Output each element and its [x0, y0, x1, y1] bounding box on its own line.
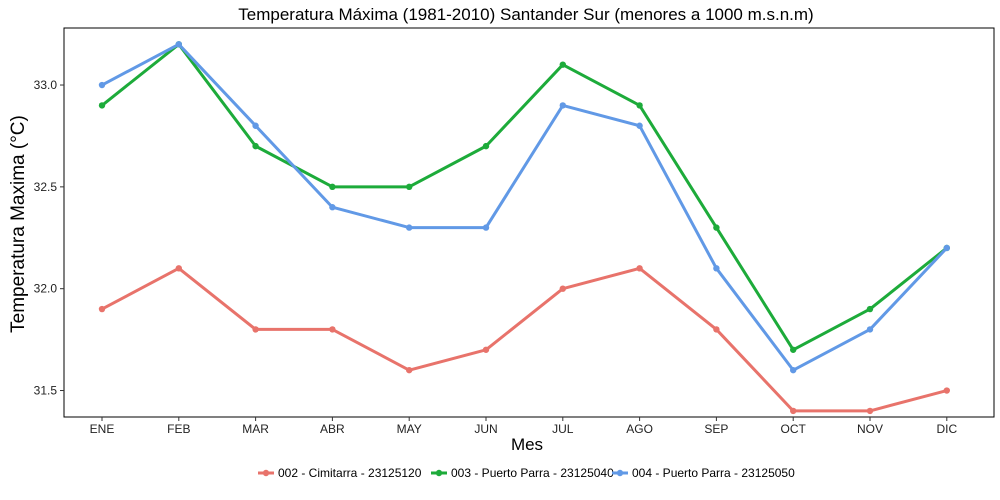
legend-label: 003 - Puerto Parra - 23125040: [451, 466, 614, 480]
data-point: [866, 305, 874, 313]
legend-key-point: [616, 469, 624, 477]
series-3: [98, 41, 950, 374]
data-point: [98, 102, 106, 109]
data-point: [790, 346, 797, 353]
legend-label: 004 - Puerto Parra - 23125050: [632, 466, 795, 480]
data-point: [329, 326, 336, 333]
plot-border: [63, 27, 995, 418]
data-point: [943, 387, 950, 394]
y-tick-label: 33.0: [34, 78, 58, 92]
y-tick-label: 32.5: [34, 180, 58, 194]
legend: 002 - Cimitarra - 23125120 003 - Puerto P…: [258, 466, 795, 480]
y-tick-label: 32.0: [34, 282, 58, 296]
data-point: [406, 366, 413, 374]
data-point: [943, 244, 950, 252]
y-axis: 31.5 32.0 32.5 33.0: [34, 78, 64, 398]
data-point: [252, 326, 259, 333]
x-tick-label: DIC: [936, 422, 957, 436]
x-tick-label: OCT: [781, 422, 807, 436]
legend-item: 002 - Cimitarra - 23125120: [258, 466, 422, 480]
x-tick-label: JUN: [474, 422, 497, 436]
data-point: [252, 122, 259, 129]
x-tick-label: ENE: [90, 422, 115, 436]
x-tick-label: SEP: [704, 422, 728, 436]
data-point: [636, 122, 643, 129]
x-tick-label: MAR: [242, 422, 269, 436]
y-tick-label: 31.5: [34, 384, 58, 398]
data-point: [329, 183, 336, 191]
data-point: [636, 102, 643, 109]
data-point: [175, 265, 182, 272]
data-point: [713, 326, 720, 333]
x-axis-title: Mes: [511, 435, 543, 454]
legend-label: 002 - Cimitarra - 23125120: [278, 466, 422, 480]
x-tick-label: AGO: [626, 422, 653, 436]
chart-title: Temperatura Máxima (1981-2010) Santander…: [238, 5, 813, 24]
x-tick-label: NOV: [857, 422, 883, 436]
data-point: [406, 224, 413, 231]
data-point: [329, 204, 336, 211]
x-tick-label: FEB: [167, 422, 190, 436]
data-point: [482, 224, 490, 231]
legend-item: 003 - Puerto Parra - 23125040: [431, 466, 614, 480]
x-tick-label: MAY: [397, 422, 422, 436]
data-point: [559, 61, 566, 68]
series-group: [98, 41, 950, 415]
data-point: [790, 366, 797, 374]
data-point: [636, 265, 643, 272]
series-1: [98, 265, 950, 415]
data-point: [713, 265, 720, 272]
data-point: [482, 346, 490, 353]
legend-key-point: [435, 469, 443, 477]
legend-key-point: [262, 469, 270, 477]
series-line: [100, 42, 949, 352]
plot-area: [63, 27, 995, 418]
data-point: [866, 407, 874, 415]
x-tick-label: JUL: [552, 422, 574, 436]
series-line: [100, 266, 949, 413]
y-axis-title: Temperatura Maxima (°C): [8, 115, 29, 333]
data-point: [559, 102, 566, 109]
data-point: [98, 305, 106, 313]
data-point: [482, 142, 490, 150]
data-point: [713, 224, 720, 231]
data-point: [406, 183, 413, 191]
data-point: [866, 326, 874, 333]
data-point: [252, 142, 259, 150]
data-point: [175, 41, 182, 48]
data-point: [559, 285, 566, 292]
x-axis: ENE FEB MAR ABR MAY JUN JUL AGO SEP OCT NOV DIC: [90, 417, 957, 436]
x-tick-label: ABR: [320, 422, 345, 436]
data-point: [98, 81, 106, 89]
series-line: [100, 42, 949, 372]
data-point: [790, 407, 797, 415]
legend-item: 004 - Puerto Parra - 23125050: [612, 466, 795, 480]
